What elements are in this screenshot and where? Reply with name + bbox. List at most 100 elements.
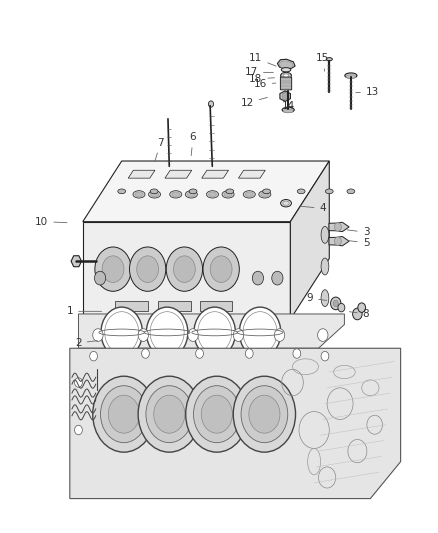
Ellipse shape [325,189,333,193]
Text: 11: 11 [249,53,276,66]
Circle shape [233,376,296,452]
Circle shape [74,378,82,387]
Circle shape [194,386,240,443]
Circle shape [239,307,281,358]
Ellipse shape [281,68,291,72]
Circle shape [130,247,166,292]
Text: 2: 2 [75,338,97,348]
Ellipse shape [321,290,329,306]
Polygon shape [329,237,349,246]
Circle shape [335,223,341,231]
Circle shape [90,351,98,361]
Circle shape [194,307,236,358]
Circle shape [93,376,155,452]
Ellipse shape [224,192,232,197]
Polygon shape [71,256,81,266]
Circle shape [245,349,253,358]
Ellipse shape [283,109,293,113]
Ellipse shape [321,258,329,275]
Circle shape [282,92,288,100]
Circle shape [241,386,288,443]
Text: 1: 1 [67,306,102,316]
Circle shape [274,329,285,342]
Polygon shape [290,161,329,319]
Ellipse shape [133,191,145,198]
Polygon shape [279,61,293,69]
Circle shape [102,256,124,282]
Text: 4: 4 [300,204,326,214]
Circle shape [338,303,345,312]
Circle shape [93,329,103,342]
Polygon shape [83,161,329,222]
Ellipse shape [150,189,158,193]
Text: 5: 5 [347,238,369,248]
Circle shape [138,376,201,452]
Circle shape [293,349,301,358]
Ellipse shape [281,72,291,79]
FancyBboxPatch shape [280,77,292,90]
Circle shape [201,395,233,433]
Text: 7: 7 [155,138,164,161]
Ellipse shape [263,189,270,193]
Ellipse shape [151,192,159,197]
Circle shape [210,256,232,282]
Text: 17: 17 [245,67,273,77]
Circle shape [137,256,159,282]
Ellipse shape [345,73,357,78]
Ellipse shape [135,192,143,197]
Circle shape [331,297,341,310]
Circle shape [141,349,149,358]
Ellipse shape [283,74,289,77]
Text: 13: 13 [356,87,379,98]
Ellipse shape [259,191,271,198]
Ellipse shape [346,75,356,78]
Circle shape [166,247,202,292]
Ellipse shape [206,191,219,198]
Text: 16: 16 [254,79,276,89]
Ellipse shape [172,192,180,197]
Text: 12: 12 [240,98,267,108]
Circle shape [203,247,239,292]
Circle shape [95,247,131,292]
Circle shape [208,101,214,107]
Text: 9: 9 [307,293,326,303]
Ellipse shape [118,189,126,193]
Circle shape [101,307,142,358]
Text: 6: 6 [190,132,196,156]
Ellipse shape [297,189,305,193]
Ellipse shape [347,189,355,193]
Polygon shape [159,301,191,311]
Circle shape [196,349,203,358]
Ellipse shape [282,107,294,112]
Circle shape [186,376,248,452]
Polygon shape [83,222,290,319]
Circle shape [100,386,147,443]
Ellipse shape [189,189,197,193]
Circle shape [108,395,139,433]
Polygon shape [277,59,295,69]
Polygon shape [78,314,344,348]
Circle shape [321,351,329,361]
Circle shape [318,329,328,342]
Ellipse shape [281,199,291,207]
Polygon shape [128,170,155,178]
Ellipse shape [226,189,234,193]
Circle shape [138,329,148,342]
Polygon shape [165,170,192,178]
Polygon shape [70,348,401,498]
Circle shape [358,303,366,312]
Circle shape [272,271,283,285]
Ellipse shape [261,192,269,197]
Ellipse shape [326,58,332,61]
Text: 10: 10 [35,217,67,227]
Circle shape [252,271,264,285]
Polygon shape [280,91,290,101]
Ellipse shape [245,192,253,197]
Circle shape [154,395,185,433]
Ellipse shape [185,191,198,198]
Text: 3: 3 [347,227,369,237]
Polygon shape [329,222,349,232]
Circle shape [233,329,244,342]
Circle shape [249,395,280,433]
Circle shape [333,300,338,306]
